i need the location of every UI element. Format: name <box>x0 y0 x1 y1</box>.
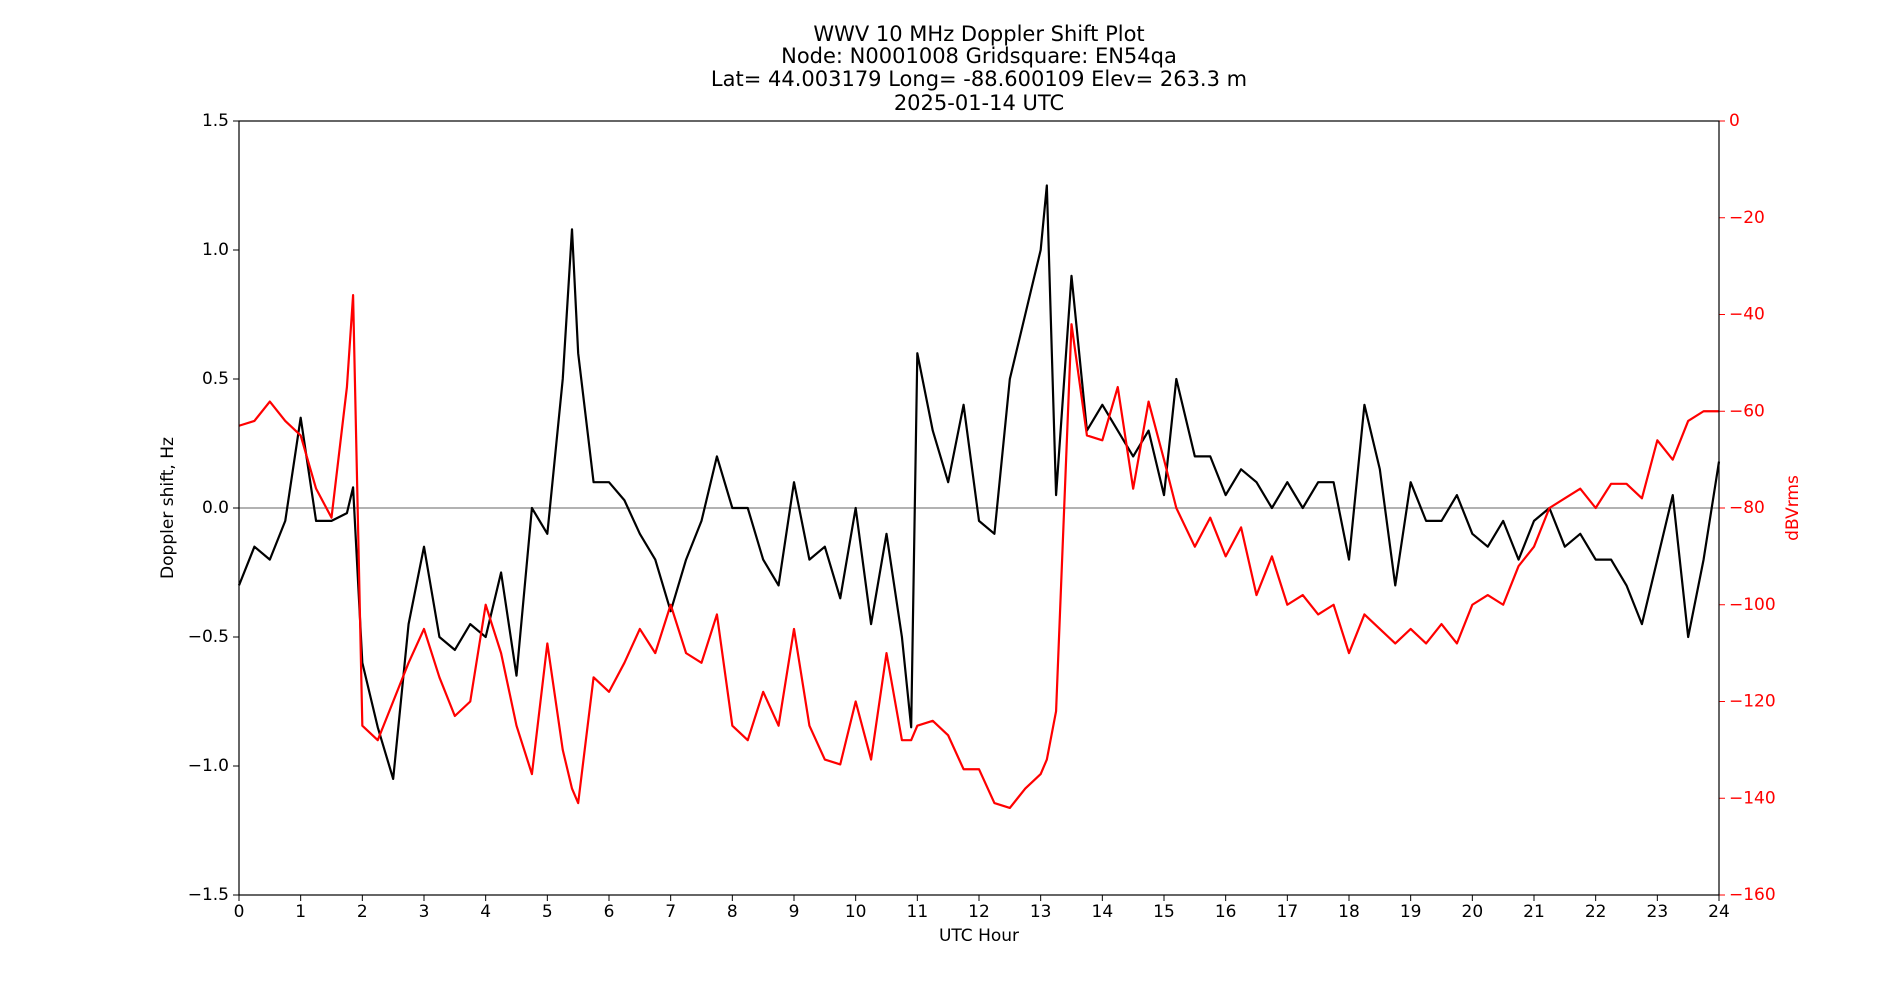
x-tick-label: 20 <box>1462 902 1484 922</box>
x-tick-label: 0 <box>234 902 245 922</box>
x-tick-label: 2 <box>357 902 368 922</box>
x-tick-label: 7 <box>665 902 676 922</box>
x-tick-label: 12 <box>968 902 990 922</box>
chart-subtitle: Lat= 44.003179 Long= -88.600109 Elev= 26… <box>711 67 1247 91</box>
x-tick-label: 17 <box>1277 902 1299 922</box>
y-tick-label: −0.5 <box>188 627 229 647</box>
x-tick-label: 13 <box>1030 902 1052 922</box>
y-tick-label: −1.5 <box>188 885 229 905</box>
x-tick-label: 1 <box>295 902 306 922</box>
chart-subtitle: Node: N0001008 Gridsquare: EN54qa <box>781 44 1177 68</box>
y2-axis-label: dBVrms <box>1783 475 1803 541</box>
x-tick-label: 21 <box>1523 902 1545 922</box>
x-tick-label: 9 <box>789 902 800 922</box>
y-tick-label: 0.0 <box>202 498 229 518</box>
x-tick-label: 5 <box>542 902 553 922</box>
x-tick-label: 18 <box>1338 902 1360 922</box>
y-tick-label: 1.5 <box>202 111 229 131</box>
y2-tick-label: −100 <box>1729 595 1776 615</box>
x-tick-label: 23 <box>1647 902 1669 922</box>
series-line <box>237 184 1721 780</box>
y2-tick-label: −140 <box>1729 788 1776 808</box>
x-tick-label: 3 <box>419 902 430 922</box>
y2-tick-label: 0 <box>1729 111 1740 131</box>
y-axis-label: Doppler shift, Hz <box>158 437 178 579</box>
plot-frame <box>238 120 1720 896</box>
x-tick-label: 6 <box>604 902 615 922</box>
x-axis-label: UTC Hour <box>939 926 1019 946</box>
y2-tick-label: −20 <box>1729 208 1765 228</box>
x-tick-label: 10 <box>845 902 867 922</box>
x-tick-label: 19 <box>1400 902 1422 922</box>
x-tick-label: 8 <box>727 902 738 922</box>
x-tick-label: 14 <box>1092 902 1114 922</box>
y2-tick-label: −80 <box>1729 498 1765 518</box>
x-tick-label: 22 <box>1585 902 1607 922</box>
x-tick-label: 15 <box>1153 902 1175 922</box>
y2-tick-label: −160 <box>1729 885 1776 905</box>
y2-tick-label: −40 <box>1729 305 1765 325</box>
series-line <box>238 294 1719 810</box>
x-tick-label: 11 <box>907 902 929 922</box>
chart-title: WWV 10 MHz Doppler Shift Plot <box>813 22 1144 46</box>
chart-subtitle: 2025-01-14 UTC <box>894 91 1064 115</box>
y-tick-label: 1.0 <box>202 240 229 260</box>
y-tick-label: 0.5 <box>202 369 229 389</box>
y2-tick-label: −60 <box>1729 401 1765 421</box>
x-tick-label: 4 <box>480 902 491 922</box>
x-tick-label: 16 <box>1215 902 1237 922</box>
x-tick-label: 24 <box>1708 902 1730 922</box>
y-tick-label: −1.0 <box>188 756 229 776</box>
y2-tick-label: −120 <box>1729 692 1776 712</box>
